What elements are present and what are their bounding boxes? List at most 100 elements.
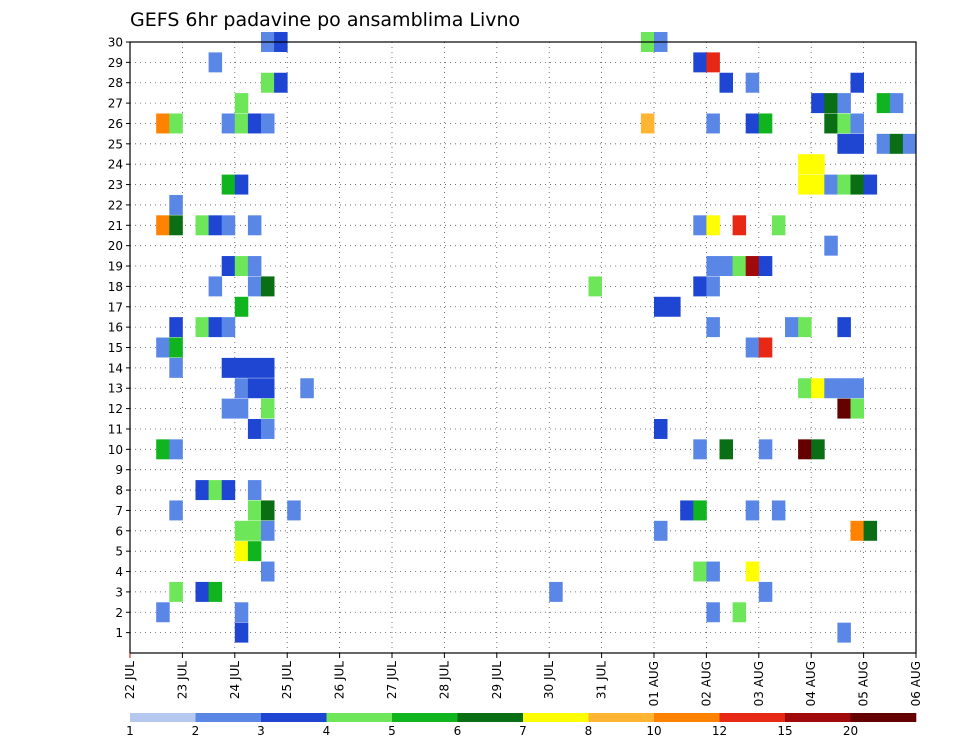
precip-cell [837, 113, 851, 134]
x-tick-label: 28 JUL [437, 661, 451, 699]
precip-cell [758, 256, 773, 277]
precip-cell [221, 215, 236, 236]
precip-cell [706, 113, 720, 134]
precip-cell [549, 581, 563, 602]
precip-cell [221, 317, 236, 338]
precip-cell [156, 439, 170, 460]
precip-cell [247, 541, 262, 562]
precip-cell [837, 174, 851, 195]
y-tick-label: 18 [108, 280, 123, 294]
precip-cell [247, 357, 262, 378]
precip-cell [889, 133, 904, 154]
y-tick-label: 26 [108, 117, 123, 131]
x-tick-label: 27 JUL [385, 661, 399, 699]
y-tick-label: 27 [108, 97, 123, 111]
y-tick-label: 28 [108, 76, 123, 90]
y-tick-label: 11 [108, 422, 123, 436]
precip-cell [693, 215, 707, 236]
precip-cell [234, 357, 249, 378]
y-tick-label: 23 [108, 178, 123, 192]
colorbar-label: 12 [712, 724, 727, 738]
colorbar-label: 7 [519, 724, 527, 738]
precip-cell [850, 174, 864, 195]
precip-cell [169, 439, 183, 460]
precip-cell [261, 357, 275, 378]
y-tick-label: 6 [115, 524, 123, 538]
precip-cell [771, 215, 786, 236]
y-tick-label: 30 [108, 36, 123, 50]
precip-cell [745, 256, 760, 277]
precip-cell [693, 439, 707, 460]
precip-cell [261, 398, 275, 419]
precip-cell [837, 398, 851, 419]
precip-cell [274, 72, 288, 93]
x-tick-label: 26 JUL [333, 661, 347, 699]
colorbar-label: 6 [454, 724, 462, 738]
y-tick-label: 16 [108, 321, 123, 335]
precip-cell [169, 113, 183, 134]
precip-cell [745, 337, 760, 358]
y-tick-label: 19 [108, 260, 123, 274]
precip-cell [195, 581, 209, 602]
x-tick-label: 23 JUL [175, 661, 189, 699]
y-tick-label: 15 [108, 341, 123, 355]
y-tick-label: 10 [108, 443, 123, 457]
precip-cell [693, 276, 707, 297]
precip-cell [693, 500, 707, 521]
colorbar-label: 5 [388, 724, 396, 738]
precip-cell [758, 581, 773, 602]
precip-cell [169, 581, 183, 602]
x-tick-label: 01 AUG [647, 661, 661, 706]
precip-cell [837, 622, 851, 643]
y-tick-label: 9 [115, 463, 123, 477]
y-tick-label: 3 [115, 585, 123, 599]
y-tick-label: 29 [108, 56, 123, 70]
y-tick-label: 2 [115, 606, 123, 620]
precip-cell [719, 72, 733, 93]
y-tick-label: 14 [108, 361, 123, 375]
precip-cell [195, 215, 209, 236]
precip-cell [588, 276, 602, 297]
precip-cell [798, 439, 812, 460]
precip-cell [247, 113, 262, 134]
precip-cell [850, 133, 864, 154]
precip-cell [850, 72, 864, 93]
precip-cell [798, 174, 812, 195]
precip-cell [745, 500, 760, 521]
precip-cell [234, 378, 249, 399]
precip-cell [824, 174, 838, 195]
precip-cell [221, 113, 236, 134]
precip-cell [221, 357, 236, 378]
precip-cell [287, 500, 301, 521]
precip-cell [824, 93, 838, 114]
precip-cell [811, 174, 825, 195]
x-tick-label: 24 JUL [228, 661, 242, 699]
y-tick-label: 22 [108, 198, 123, 212]
precip-cell [706, 317, 720, 338]
precip-cell [234, 296, 249, 317]
precip-cell [876, 93, 891, 114]
y-axis: 1234567891011121314151617181920212223242… [108, 36, 130, 640]
x-tick-label: 29 JUL [490, 661, 504, 699]
precip-cell [824, 378, 838, 399]
precip-cell [889, 93, 904, 114]
precip-cell [156, 337, 170, 358]
precip-cell [837, 93, 851, 114]
colorbar-swatch [261, 713, 327, 722]
precip-cell [261, 418, 275, 439]
y-tick-label: 17 [108, 300, 123, 314]
colorbar-label: 20 [843, 724, 858, 738]
grid-lines [130, 41, 916, 653]
precip-cell [745, 561, 760, 582]
precip-cell [824, 235, 838, 256]
precip-cell [261, 378, 275, 399]
x-tick-label: 05 AUG [857, 661, 871, 706]
colorbar-label: 4 [323, 724, 331, 738]
x-tick-label: 30 JUL [542, 661, 556, 699]
precip-cell [758, 113, 773, 134]
precip-cell [850, 520, 864, 541]
precip-cell [732, 602, 747, 623]
precip-cell [234, 93, 249, 114]
precip-cell [824, 113, 838, 134]
precip-cell [798, 154, 812, 175]
